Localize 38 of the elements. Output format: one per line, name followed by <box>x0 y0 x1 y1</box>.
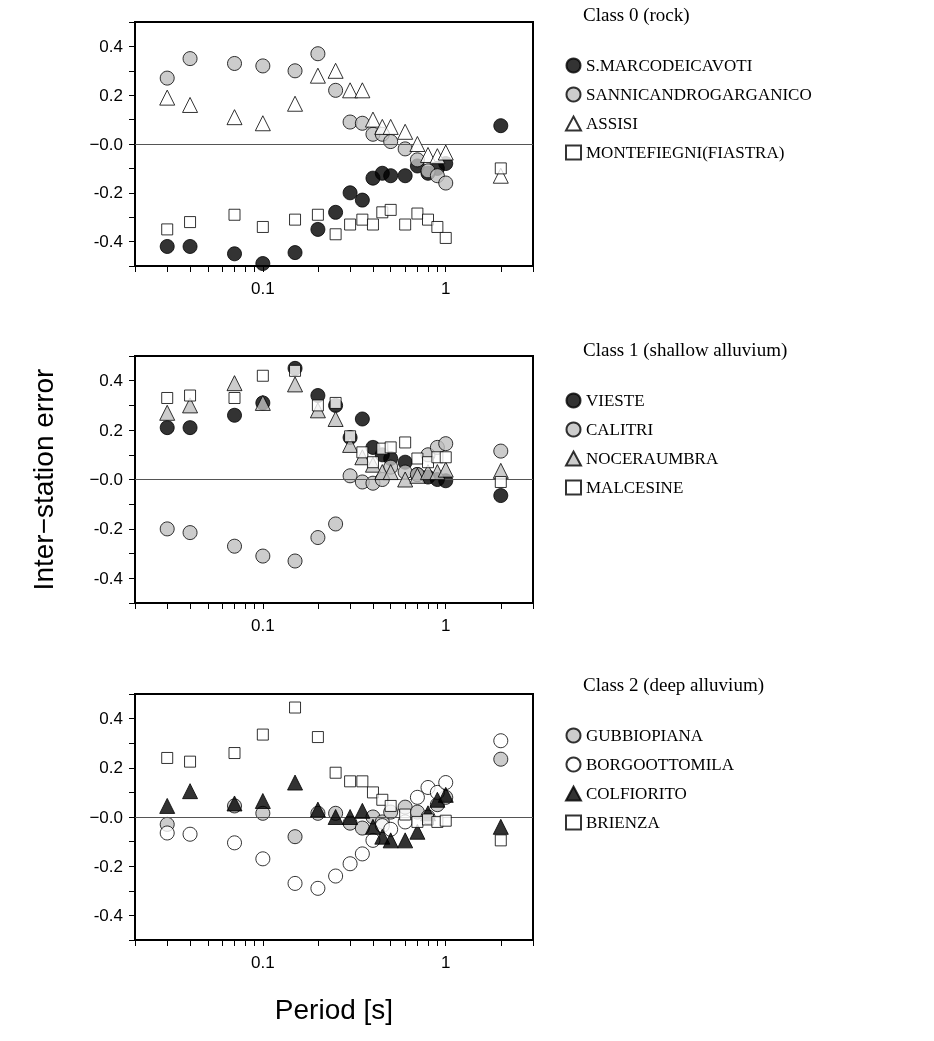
y-tick-label: 0.2 <box>99 420 123 440</box>
x-axis-title: Period [s] <box>274 993 394 1025</box>
legend-label: SANNICANDROGARGANICO <box>586 85 812 104</box>
legend-label: COLFIORITO <box>586 784 687 803</box>
x-tick-label: 1 <box>441 279 451 298</box>
legend-label: VIESTE <box>586 391 645 410</box>
legend-title: Class 1 (shallow alluvium) <box>583 339 788 361</box>
y-tick-label: 0.2 <box>99 85 123 105</box>
y-tick-label: −0.0 <box>89 807 123 827</box>
x-tick-label: 0.1 <box>251 279 275 298</box>
x-tick-label: 0.1 <box>251 953 275 972</box>
x-tick-label: 0.1 <box>251 616 275 635</box>
x-tick-label: 1 <box>441 953 451 972</box>
legend-label: S.MARCODEICAVOTI <box>586 56 753 75</box>
y-tick-label: -0.2 <box>93 183 123 203</box>
legend-label: NOCERAUMBRA <box>586 449 719 468</box>
legend-title: Class 0 (rock) <box>583 4 690 26</box>
legend-label: CALITRI <box>586 420 654 439</box>
y-tick-label: -0.2 <box>93 519 123 539</box>
legend-label: BRIENZA <box>586 813 661 832</box>
y-tick-label: 0.2 <box>99 758 123 778</box>
legend-label: MALCESINE <box>586 478 684 497</box>
y-tick-label: −0.0 <box>89 134 123 154</box>
y-tick-label: 0.4 <box>99 709 123 729</box>
x-tick-label: 1 <box>441 616 451 635</box>
legend-label: GUBBIOPIANA <box>586 726 704 745</box>
legend-label: BORGOOTTOMILA <box>586 755 735 774</box>
y-tick-label: 0.4 <box>99 36 123 56</box>
y-tick-label: −0.0 <box>89 470 123 489</box>
legend-label: ASSISI <box>586 114 639 133</box>
legend-label: MONTEFIEGNI(FIASTRA) <box>586 143 785 162</box>
legend-title: Class 2 (deep alluvium) <box>583 674 764 696</box>
y-tick-label: -0.4 <box>93 568 123 588</box>
y-tick-label: -0.2 <box>93 856 123 876</box>
y-tick-label: -0.4 <box>93 232 123 252</box>
y-tick-label: 0.4 <box>99 371 123 391</box>
y-axis-title: Inter−station error <box>27 368 59 591</box>
y-tick-label: -0.4 <box>93 905 123 925</box>
